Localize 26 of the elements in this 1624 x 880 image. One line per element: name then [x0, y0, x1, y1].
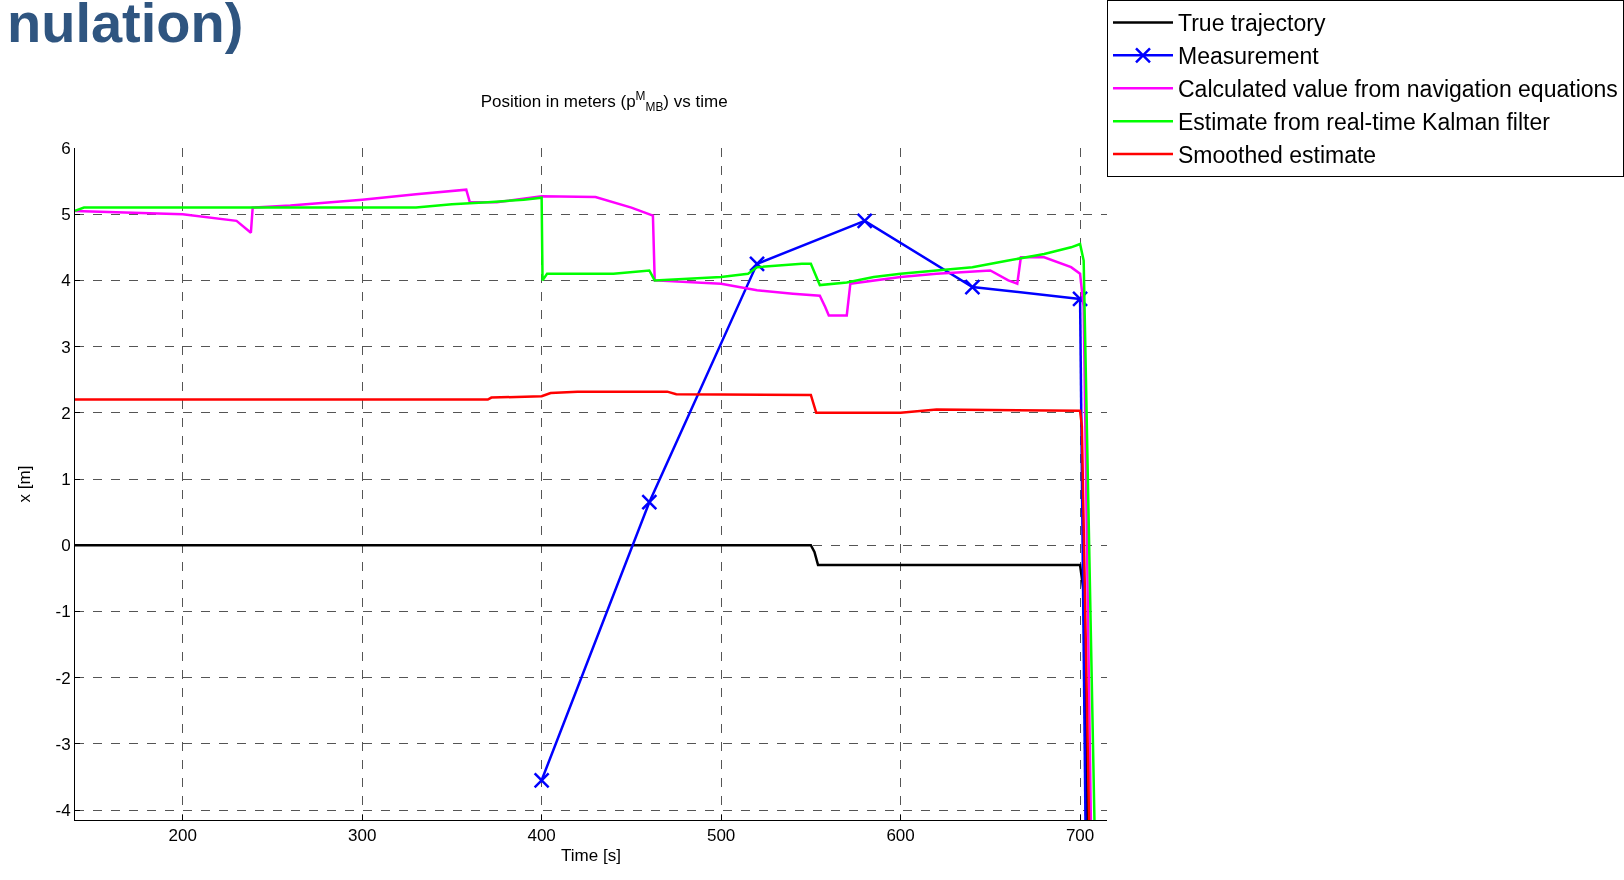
y-tick-label: 2	[61, 403, 71, 423]
x-tick-label: 600	[886, 826, 915, 846]
x-tick-label: 700	[1065, 826, 1095, 846]
x-tick-label: 500	[706, 826, 736, 846]
y-tick-label: -1	[55, 602, 71, 622]
y-tick-label: 6	[61, 138, 71, 158]
y-tick-label: -4	[55, 801, 71, 821]
y-tick-label: 5	[61, 205, 71, 225]
y-tick-label: 3	[61, 337, 71, 357]
legend-label: Calculated value from navigation equations	[1178, 76, 1618, 103]
y-tick-label: 0	[61, 536, 71, 556]
y-tick-label: -2	[55, 668, 71, 688]
text: nulation)	[7, 0, 244, 54]
x-axis-title: Time [s]	[561, 845, 621, 865]
legend-label: True trajectory	[1178, 10, 1326, 37]
x-tick-label: 200	[168, 826, 197, 846]
x-tick-label: 400	[527, 826, 556, 846]
chart-title: Position in meters (p$^{M}$$_{MB}$) vs time	[480, 89, 728, 114]
x-tick-label: 300	[347, 826, 377, 846]
legend-label: Estimate from real-time Kalman filter	[1178, 109, 1551, 136]
y-tick-label: -3	[55, 734, 71, 754]
y-axis-title: x [m]	[15, 465, 35, 503]
legend-label: Smoothed estimate	[1178, 142, 1377, 169]
legend-label: Measurement	[1178, 43, 1320, 70]
y-tick-label: 1	[61, 469, 71, 489]
y-tick-label: 4	[61, 271, 71, 291]
